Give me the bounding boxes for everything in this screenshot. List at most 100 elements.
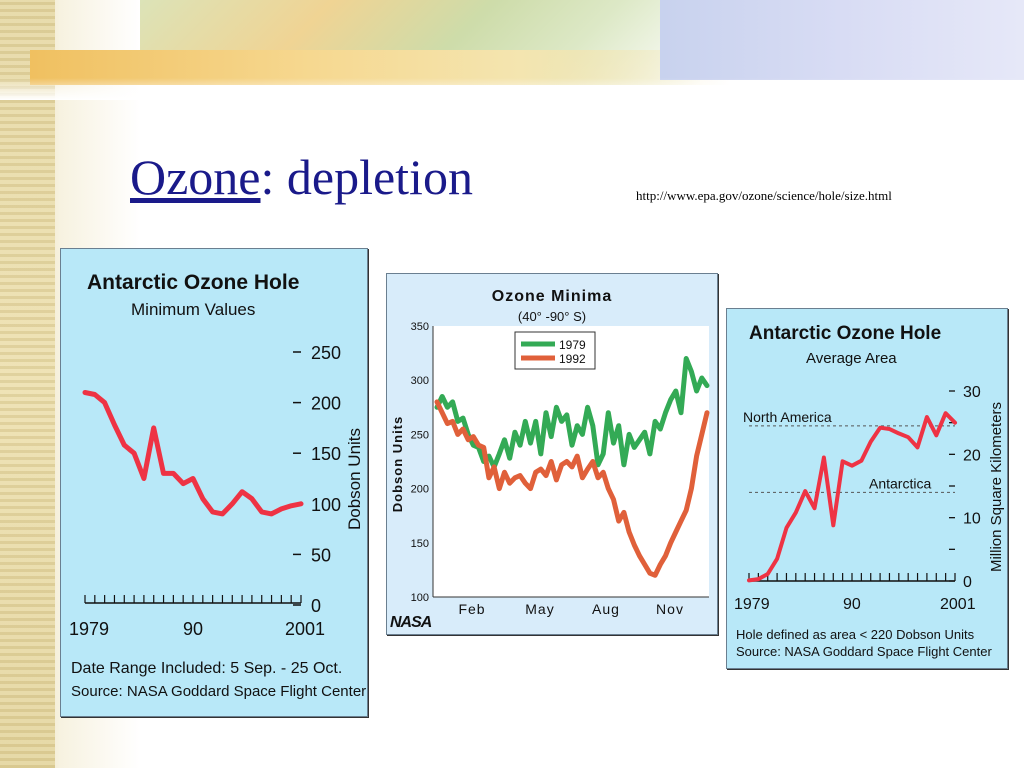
data-point [944, 411, 947, 415]
data-point [831, 523, 835, 527]
chart-ozone-minima: Ozone Minima (40° -90° S) 350 300 250 200 150 1… [387, 274, 717, 634]
left-texture-strip [0, 0, 55, 768]
x-tick-label: May [525, 601, 554, 617]
x-tick-label: 1979 [734, 596, 770, 613]
data-point [201, 497, 205, 501]
y-tick-label: 0 [311, 596, 321, 616]
data-point [142, 477, 146, 480]
nasa-logo: NASA [390, 614, 432, 631]
data-point [897, 432, 901, 435]
data-point [162, 471, 166, 475]
data-point [83, 390, 87, 394]
y-tick-label: 350 [411, 321, 429, 333]
y-axis-label: Dobson Units [345, 428, 364, 530]
x-tick-label: 1979 [69, 619, 109, 639]
data-point [850, 464, 854, 468]
legend-label-1992: 1992 [559, 352, 586, 366]
chart-subtitle: Minimum Values [131, 300, 255, 319]
data-point [152, 426, 156, 430]
data-point [822, 456, 826, 459]
y-tick-label: 250 [311, 343, 341, 363]
data-point [260, 510, 264, 514]
chart-subtitle: (40° -90° S) [518, 309, 586, 324]
chart-average-area: Antarctic Ozone Hole Average Area 30 20 10 0M… [734, 323, 1005, 659]
series-line-average-area [747, 411, 957, 583]
chart-min-values-panel: Antarctic Ozone Hole Minimum Values 250 200… [60, 248, 368, 717]
data-point [93, 393, 97, 397]
chart-note-date-range: Date Range Included: 5 Sep. - 25 Oct. [71, 660, 342, 677]
data-point [250, 497, 254, 501]
data-point [240, 490, 244, 494]
x-tick-label: 90 [843, 596, 861, 613]
y-axis-label: Million Square Kilometers [988, 402, 1005, 572]
y-tick-label: 50 [311, 545, 331, 565]
series-line-1979 [434, 356, 710, 470]
data-point [299, 502, 303, 506]
data-point [869, 440, 873, 443]
reference-label: North America [743, 409, 832, 425]
data-point [747, 579, 751, 582]
data-point [270, 512, 274, 516]
y-tick-label: 0 [963, 574, 972, 591]
chart-note-source: Source: NASA Goddard Space Flight Center [736, 644, 992, 659]
source-url[interactable]: http://www.epa.gov/ozone/science/hole/si… [636, 188, 892, 203]
data-point [906, 435, 910, 439]
data-point [766, 572, 770, 576]
data-point [925, 415, 929, 419]
y-tick-label: 100 [311, 495, 341, 515]
data-point [785, 526, 788, 530]
y-tick-label: 200 [411, 484, 429, 496]
y-tick-label: 150 [311, 444, 341, 464]
chart-subtitle: Average Area [806, 350, 897, 367]
chart-title: Ozone Minima [492, 288, 612, 305]
data-point [916, 446, 919, 449]
x-tick-label: 2001 [285, 619, 325, 639]
y-tick-label: 250 [411, 429, 429, 441]
legend-box [514, 331, 596, 370]
title-rest: : depletion [260, 149, 473, 205]
chart-title: Antarctic Ozone Hole [87, 271, 299, 294]
legend-label-1979: 1979 [559, 338, 586, 352]
reference-label: Antarctica [869, 475, 931, 491]
data-point [757, 577, 760, 581]
chart-min-values: Antarctic Ozone Hole Minimum Values 250 200… [69, 271, 366, 700]
data-point [191, 477, 195, 480]
data-point [953, 421, 957, 424]
series-line-min-values [82, 390, 304, 517]
data-point [813, 506, 816, 510]
slide-title: Ozone: depletion [130, 148, 473, 206]
y-tick-label: 300 [411, 375, 429, 387]
title-link-ozone[interactable]: Ozone [130, 149, 261, 205]
data-point [841, 460, 844, 463]
data-point [103, 401, 107, 405]
data-point [775, 557, 779, 561]
y-axis-label: Dobson Units [390, 416, 405, 513]
data-point [171, 471, 175, 475]
top-decorative-banner [0, 0, 1024, 100]
data-point [860, 459, 863, 462]
data-point [220, 512, 224, 516]
series-line-1992 [434, 399, 710, 578]
chart-note-definition: Hole defined as area < 220 Dobson Units [736, 627, 975, 642]
data-point [794, 511, 798, 514]
data-point [230, 502, 234, 506]
data-point [279, 507, 283, 511]
data-point [888, 427, 891, 431]
x-tick-label: 2001 [940, 596, 976, 613]
data-point [934, 434, 938, 437]
chart-average-area-panel: Antarctic Ozone Hole Average Area 30 20 10 0 M… [726, 308, 1008, 669]
y-tick-label: 100 [411, 592, 429, 604]
x-tick-label: 90 [183, 619, 203, 639]
y-tick-label: 150 [411, 538, 429, 550]
x-tick-label: Feb [458, 601, 485, 617]
x-tick-label: Nov [656, 601, 684, 617]
data-point [112, 423, 116, 427]
data-point [132, 451, 136, 455]
data-point [181, 482, 185, 486]
plot-area [433, 326, 709, 597]
data-point [803, 489, 807, 493]
y-tick-label: 20 [963, 447, 981, 464]
data-point [122, 443, 126, 447]
data-point [289, 504, 293, 508]
data-point [878, 426, 882, 430]
